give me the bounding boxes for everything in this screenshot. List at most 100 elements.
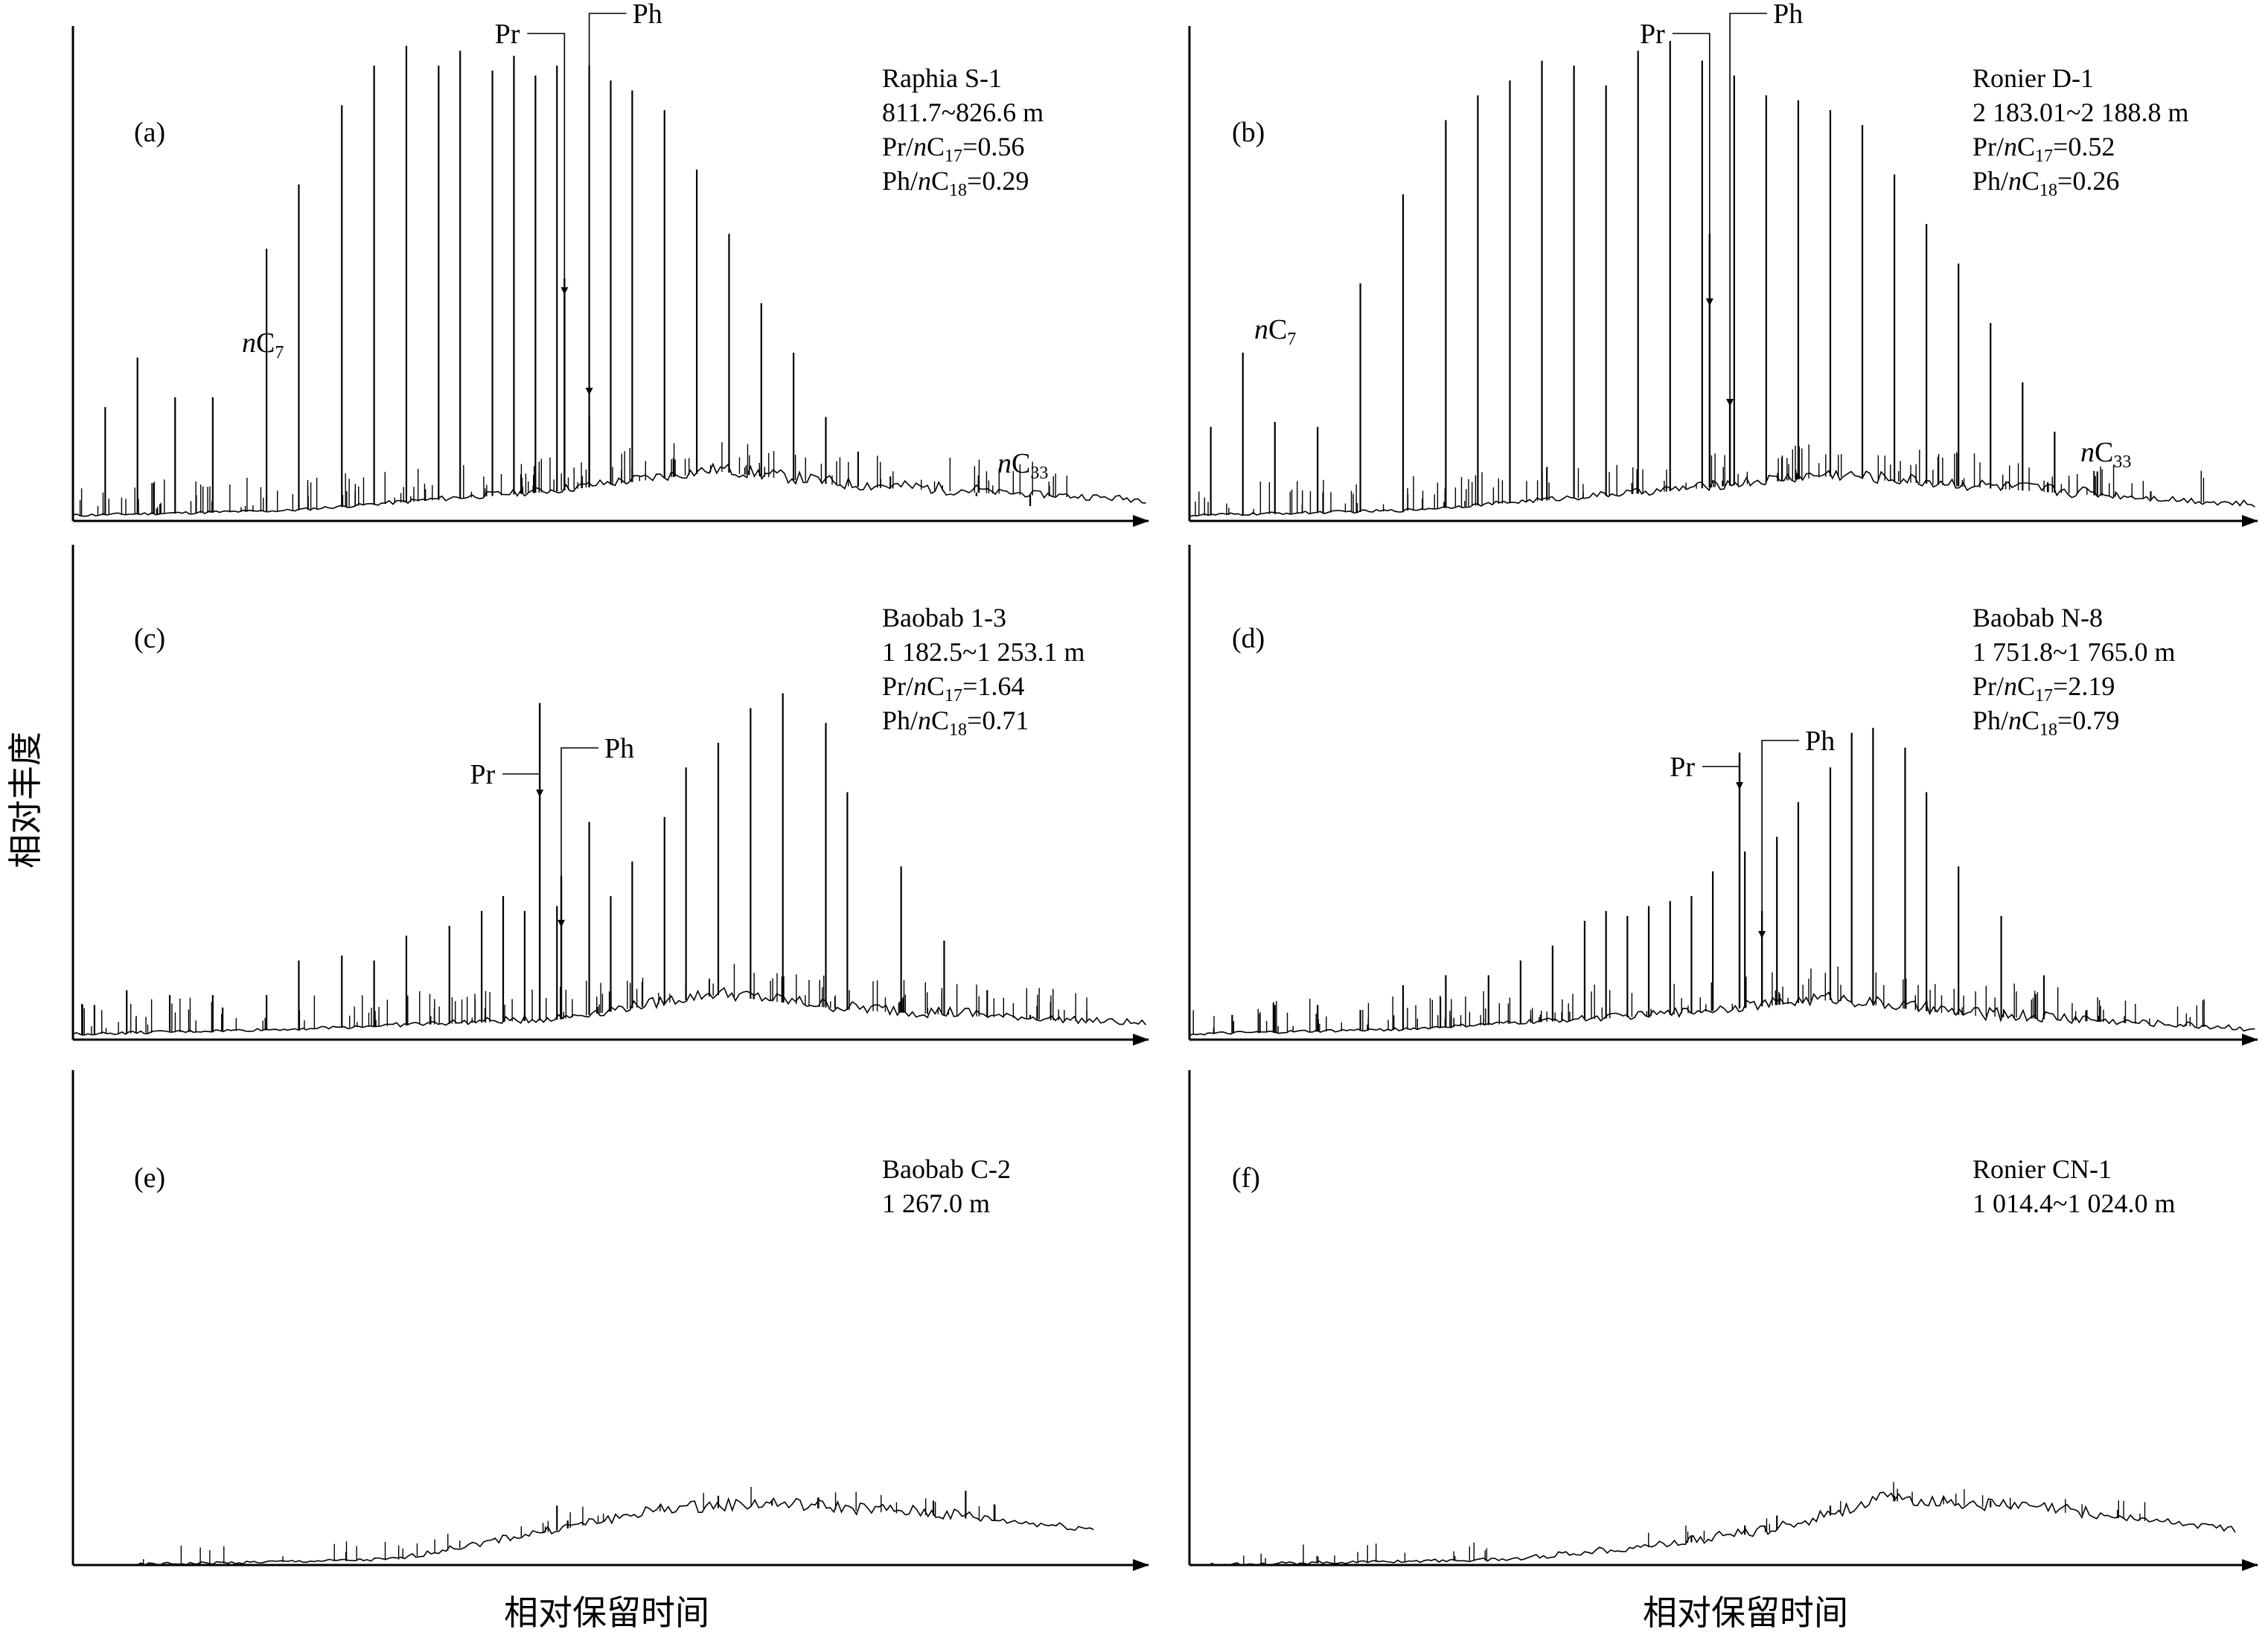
nc7-label-sub: 7 (275, 343, 284, 362)
ratio-sub: 17 (945, 686, 962, 705)
nc33-label-sub: 33 (2113, 452, 2131, 472)
pr-callout-line (1672, 33, 1713, 306)
ratio-line-1: Pr/nC17=0.52 (1972, 132, 2115, 166)
pr-callout-line (527, 33, 569, 295)
ratio-c: C (927, 132, 945, 161)
ratio-prefix: Ph/ (882, 705, 918, 735)
ph-label: Ph (1773, 0, 1803, 30)
nc7-label-i: n (242, 327, 256, 359)
ratio-line-1: Pr/nC17=1.64 (882, 671, 1024, 705)
nc33-label-i: n (2080, 437, 2095, 468)
ratio-line-1: Pr/nC17=2.19 (1972, 671, 2115, 705)
nc7-label: nC7 (242, 327, 284, 362)
nc7-label-c: C (256, 327, 275, 359)
baseline-trace (137, 1497, 1094, 1566)
y-axis-title: 相对丰度 (5, 732, 45, 868)
ratio-i: n (913, 671, 927, 701)
ratio-sub: 18 (2039, 720, 2057, 740)
ratio-line-1: Pr/nC17=0.56 (882, 132, 1024, 166)
depth-range: 1 014.4~1 024.0 m (1972, 1188, 2175, 1218)
nc7-label-i: n (1254, 314, 1268, 345)
ratio-sub: 17 (945, 147, 962, 166)
ratio-sub: 17 (2035, 686, 2053, 705)
ratio-i: n (2008, 166, 2022, 196)
ratio-val: =2.19 (2053, 671, 2115, 701)
pr-label: Pr (1640, 19, 1665, 50)
baseline-trace (72, 462, 1146, 517)
ratio-c: C (931, 166, 949, 196)
nc7-label-sub: 7 (1287, 330, 1296, 349)
ratio-c: C (2022, 166, 2039, 196)
ratio-val: =0.56 (962, 132, 1024, 161)
baseline-trace (1189, 991, 2255, 1037)
ph-label: Ph (604, 733, 634, 764)
ph-label: Ph (633, 0, 662, 30)
pr-label: Pr (1670, 752, 1695, 783)
ratio-val: =0.26 (2057, 166, 2119, 196)
pr-callout-line (502, 773, 544, 797)
panel-e: (e) Baobab C-2 1 267.0 m (71, 1070, 1149, 1571)
pr-callout-line (1702, 766, 1744, 790)
nc33-label-sub: 33 (1030, 464, 1048, 483)
depth-range: 1 751.8~1 765.0 m (1972, 637, 2175, 667)
ratio-sub: 18 (949, 720, 967, 740)
ratio-val: =1.64 (962, 671, 1024, 701)
ratio-prefix: Pr/ (1972, 132, 2004, 161)
ratio-prefix: Pr/ (1972, 671, 2004, 701)
x-axis-title-right: 相对保留时间 (1643, 1593, 1848, 1632)
nc33-label: nC33 (2080, 437, 2131, 472)
pr-label: Pr (495, 19, 520, 50)
ph-callout-line (558, 747, 599, 927)
ratio-c: C (2017, 132, 2035, 161)
well-name: Baobab 1-3 (882, 603, 1006, 633)
ratio-prefix: Pr/ (882, 671, 913, 701)
ratio-i: n (913, 132, 927, 161)
ratio-line-2: Ph/nC18=0.26 (1972, 166, 2119, 200)
panel-letter: (a) (134, 117, 165, 148)
ph-callout-line (1758, 740, 1800, 938)
well-name: Raphia S-1 (882, 63, 1002, 93)
ratio-i: n (918, 705, 931, 735)
ratio-i: n (918, 166, 931, 196)
well-name: Baobab N-8 (1972, 603, 2103, 633)
nc33-label-c: C (1012, 448, 1030, 479)
ratio-val: =0.52 (2053, 132, 2115, 161)
panel-letter: (c) (134, 623, 165, 654)
ratio-c: C (931, 705, 949, 735)
ratio-val: =0.71 (967, 705, 1029, 735)
ratio-i: n (2008, 705, 2022, 735)
ratio-i: n (2004, 671, 2017, 701)
well-name: Ronier D-1 (1972, 63, 2094, 93)
ratio-line-2: Ph/nC18=0.71 (882, 705, 1029, 740)
nc7-label: nC7 (1254, 314, 1296, 349)
ratio-c: C (927, 671, 945, 701)
ratio-i: n (2004, 132, 2017, 161)
depth-range: 1 267.0 m (882, 1188, 990, 1218)
well-name: Baobab C-2 (882, 1154, 1011, 1184)
ratio-sub: 18 (949, 181, 967, 200)
ratio-prefix: Pr/ (882, 132, 913, 161)
ratio-line-2: Ph/nC18=0.29 (882, 166, 1029, 200)
nc33-label-c: C (2095, 437, 2113, 468)
panel-letter: (f) (1232, 1162, 1260, 1194)
ph-callout-line (1726, 13, 1768, 406)
depth-range: 2 183.01~2 188.8 m (1972, 97, 2188, 127)
ratio-c: C (2022, 705, 2039, 735)
ratio-prefix: Ph/ (1972, 166, 2008, 196)
ratio-val: =0.79 (2057, 705, 2119, 735)
ratio-val: =0.29 (967, 166, 1029, 196)
ph-label: Ph (1805, 726, 1835, 757)
depth-range: 811.7~826.6 m (882, 97, 1044, 127)
panel-letter: (b) (1232, 117, 1265, 148)
x-axis-title-left: 相对保留时间 (504, 1593, 709, 1632)
nc7-label-c: C (1268, 314, 1287, 345)
ratio-sub: 17 (2035, 147, 2053, 166)
panel-d: Pr Ph (d) Baobab N-8 1 751.8~1 765.0 m Pr/nC1… (1188, 545, 2258, 1046)
pr-label: Pr (470, 759, 495, 790)
ratio-c: C (2017, 671, 2035, 701)
panel-letter: (e) (134, 1162, 165, 1194)
